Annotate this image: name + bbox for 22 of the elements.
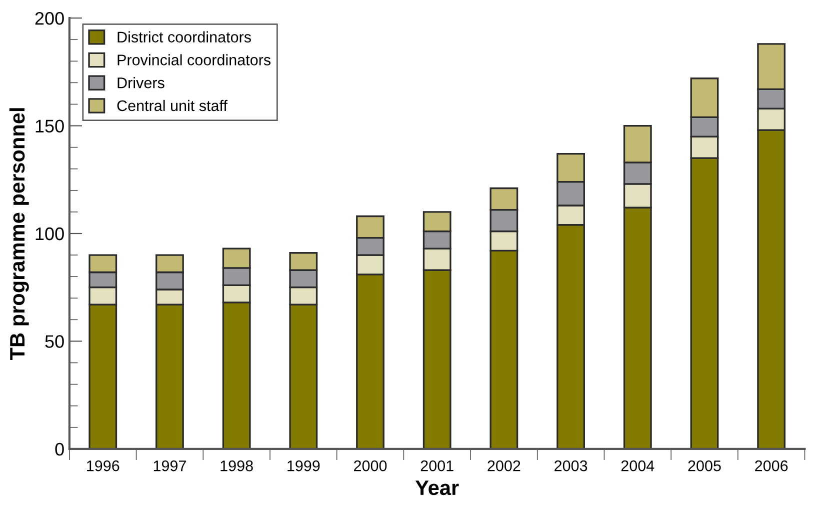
y-tick-label: 0 <box>55 442 64 456</box>
y-tick-label: 100 <box>36 227 64 240</box>
x-tick-label: 1997 <box>154 460 186 472</box>
y-tick-label: 200 <box>35 12 64 25</box>
x-tick-label: 2002 <box>488 460 520 472</box>
legend-label: Drivers <box>118 77 164 88</box>
x-tick-label: 2004 <box>621 460 654 472</box>
x-tick-label: 1998 <box>220 460 253 472</box>
y-tick-label: 150 <box>36 120 64 132</box>
legend-label: Provincial coordinators <box>118 54 271 66</box>
x-axis-title: Year <box>415 480 459 496</box>
x-tick-label: 1996 <box>87 460 120 472</box>
x-tick-label: 2005 <box>688 460 721 472</box>
legend-label: District coordinators <box>118 31 251 42</box>
y-axis-title: TB programme personnel <box>9 108 29 360</box>
x-tick-label: 2003 <box>554 460 588 472</box>
y-tick-label: 50 <box>45 335 64 348</box>
x-tick-label: 2000 <box>354 460 387 472</box>
legend-label: Central unit staff <box>117 100 228 112</box>
x-tick-label: 2006 <box>755 460 788 472</box>
x-tick-label: 1999 <box>288 460 320 472</box>
x-tick-label: 2001 <box>420 460 454 472</box>
